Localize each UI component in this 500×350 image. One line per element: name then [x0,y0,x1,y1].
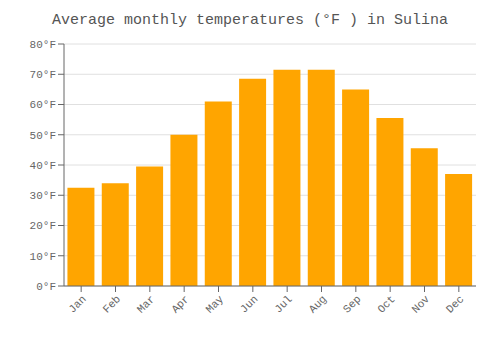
svg-text:May: May [204,293,227,316]
svg-text:Apr: Apr [169,293,191,315]
svg-text:50°F: 50°F [30,130,56,142]
svg-text:30°F: 30°F [30,190,56,202]
svg-text:Dec: Dec [444,293,466,315]
svg-text:60°F: 60°F [30,99,56,111]
svg-text:Feb: Feb [101,293,123,315]
svg-text:Jun: Jun [238,293,260,315]
svg-text:10°F: 10°F [30,251,56,263]
svg-text:Mar: Mar [135,293,157,315]
svg-text:80°F: 80°F [30,39,56,51]
svg-text:20°F: 20°F [30,220,56,232]
html-text:Average monthly temperatures (: Average monthly temperatures (°F ) in Su… [52,12,448,29]
svg-text:Sep: Sep [341,293,363,315]
svg-text:Aug: Aug [307,293,329,315]
svg-text:70°F: 70°F [30,69,56,81]
svg-text:Jul: Jul [272,293,294,315]
svg-text:Nov: Nov [410,293,433,316]
svg-text:0°F: 0°F [36,281,56,293]
svg-text:Jan: Jan [66,293,88,315]
svg-text:Oct: Oct [375,293,397,315]
svg-text:40°F: 40°F [30,160,56,172]
